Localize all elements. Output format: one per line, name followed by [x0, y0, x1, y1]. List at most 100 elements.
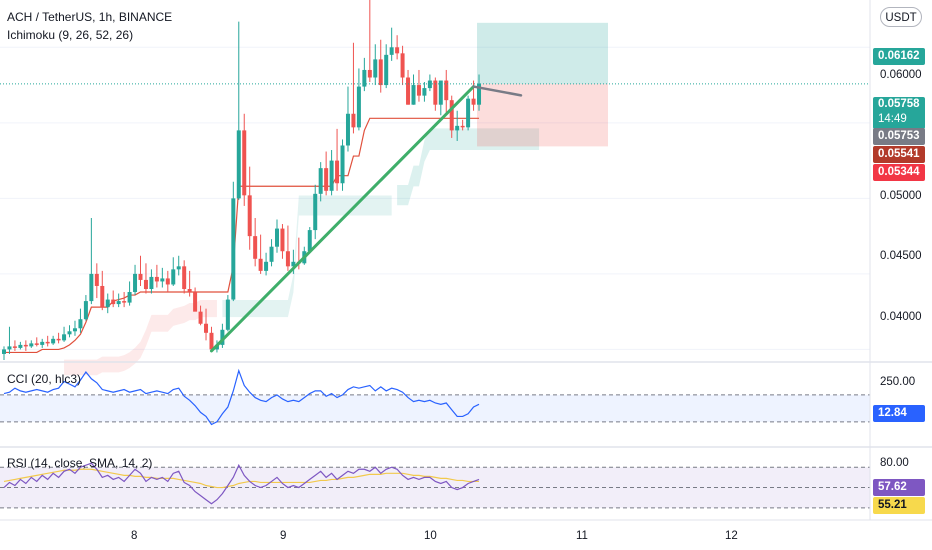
candle-body [133, 273, 138, 293]
kijun-price-tag: 0.05541 [873, 146, 925, 163]
candle [340, 139, 345, 191]
candle-body [111, 299, 116, 305]
candle-body [23, 344, 28, 347]
currency-selector[interactable]: USDT [880, 7, 922, 27]
time-tick: 9 [280, 530, 287, 542]
last-price-value: 0.05758 [878, 98, 920, 110]
cci-line [3, 368, 480, 426]
cci-label: CCI (20, hlc3) [7, 372, 82, 386]
candle [116, 293, 121, 308]
candle-body [411, 85, 416, 105]
candle-body [247, 195, 252, 237]
rsi-label: RSI (14, close, SMA, 14, 2) [7, 456, 153, 470]
candle [34, 337, 39, 347]
candle-body [176, 266, 181, 270]
candle [285, 225, 290, 271]
candle-body [444, 80, 449, 101]
candle [29, 340, 34, 348]
candle-body [7, 346, 12, 350]
time-tick: 10 [424, 530, 437, 542]
candle-body [307, 230, 312, 252]
candle-body [127, 292, 132, 303]
candle-body [182, 266, 187, 289]
candle [133, 264, 138, 296]
candle-body [149, 276, 154, 289]
ichimoku-cloud [64, 128, 540, 376]
candle-body [2, 349, 6, 354]
candle-body [313, 193, 318, 231]
candle [231, 181, 236, 302]
candle [171, 257, 176, 286]
candle [477, 74, 482, 111]
candle-body [351, 113, 356, 128]
candle-body [94, 273, 99, 286]
candle-body [154, 276, 159, 282]
candle [220, 323, 225, 348]
candle-body [275, 228, 279, 247]
cci-band [0, 394, 870, 422]
candle [165, 270, 170, 293]
candle [23, 340, 28, 351]
candle [422, 82, 427, 102]
candle-body [264, 261, 269, 271]
candle-body [367, 69, 372, 78]
candle-body [83, 301, 88, 320]
candle-body [231, 198, 236, 300]
candle [198, 305, 203, 326]
time-tick: 8 [131, 530, 138, 542]
candle [149, 269, 154, 294]
candle [471, 80, 476, 111]
candle-body [318, 168, 323, 194]
trendline-projection [472, 85, 523, 97]
rsi-pane [0, 462, 870, 509]
candle-body [143, 279, 148, 289]
candle-body [340, 145, 345, 184]
candle [389, 27, 394, 61]
candle-body [193, 292, 198, 312]
time-tick: 12 [725, 530, 738, 542]
cci-value-tag: 12.84 [873, 405, 925, 422]
candle [318, 162, 323, 202]
target-zone [477, 22, 608, 84]
candle [395, 35, 400, 60]
candle [160, 267, 165, 288]
candle-body [253, 236, 258, 259]
candle-body [40, 341, 45, 345]
candle [56, 332, 61, 344]
candle-body [460, 125, 465, 128]
candle-body [18, 344, 23, 348]
long-position-tool[interactable] [477, 22, 608, 147]
candle [384, 44, 389, 89]
cloud-bullish-segment [222, 195, 392, 318]
candle [154, 264, 159, 288]
candle [138, 255, 143, 286]
candle [105, 293, 110, 314]
rsi-ma-value-tag: 55.21 [873, 497, 925, 514]
candle [362, 57, 367, 92]
candle-body [29, 343, 34, 347]
candle [143, 263, 148, 294]
candle-body [422, 88, 427, 96]
candle-body [416, 85, 421, 96]
candle [72, 320, 77, 336]
candle [345, 86, 350, 152]
candle [329, 150, 334, 196]
cloud-bullish-segment [397, 128, 540, 206]
candle [62, 326, 67, 342]
candle-body [389, 47, 394, 55]
candle-body [209, 332, 214, 350]
price-tick: 0.04000 [880, 311, 922, 323]
candle [122, 292, 127, 308]
candle [51, 335, 56, 345]
candle-body [269, 246, 274, 262]
candles [2, 0, 482, 360]
candle-body [138, 273, 143, 280]
candle [367, 0, 372, 83]
price-tick: 0.04500 [880, 250, 922, 262]
candle-body [329, 160, 334, 191]
price-tick: 0.05000 [880, 190, 922, 202]
candle [406, 69, 411, 105]
candle-body [204, 323, 209, 333]
trendline[interactable] [209, 85, 523, 353]
